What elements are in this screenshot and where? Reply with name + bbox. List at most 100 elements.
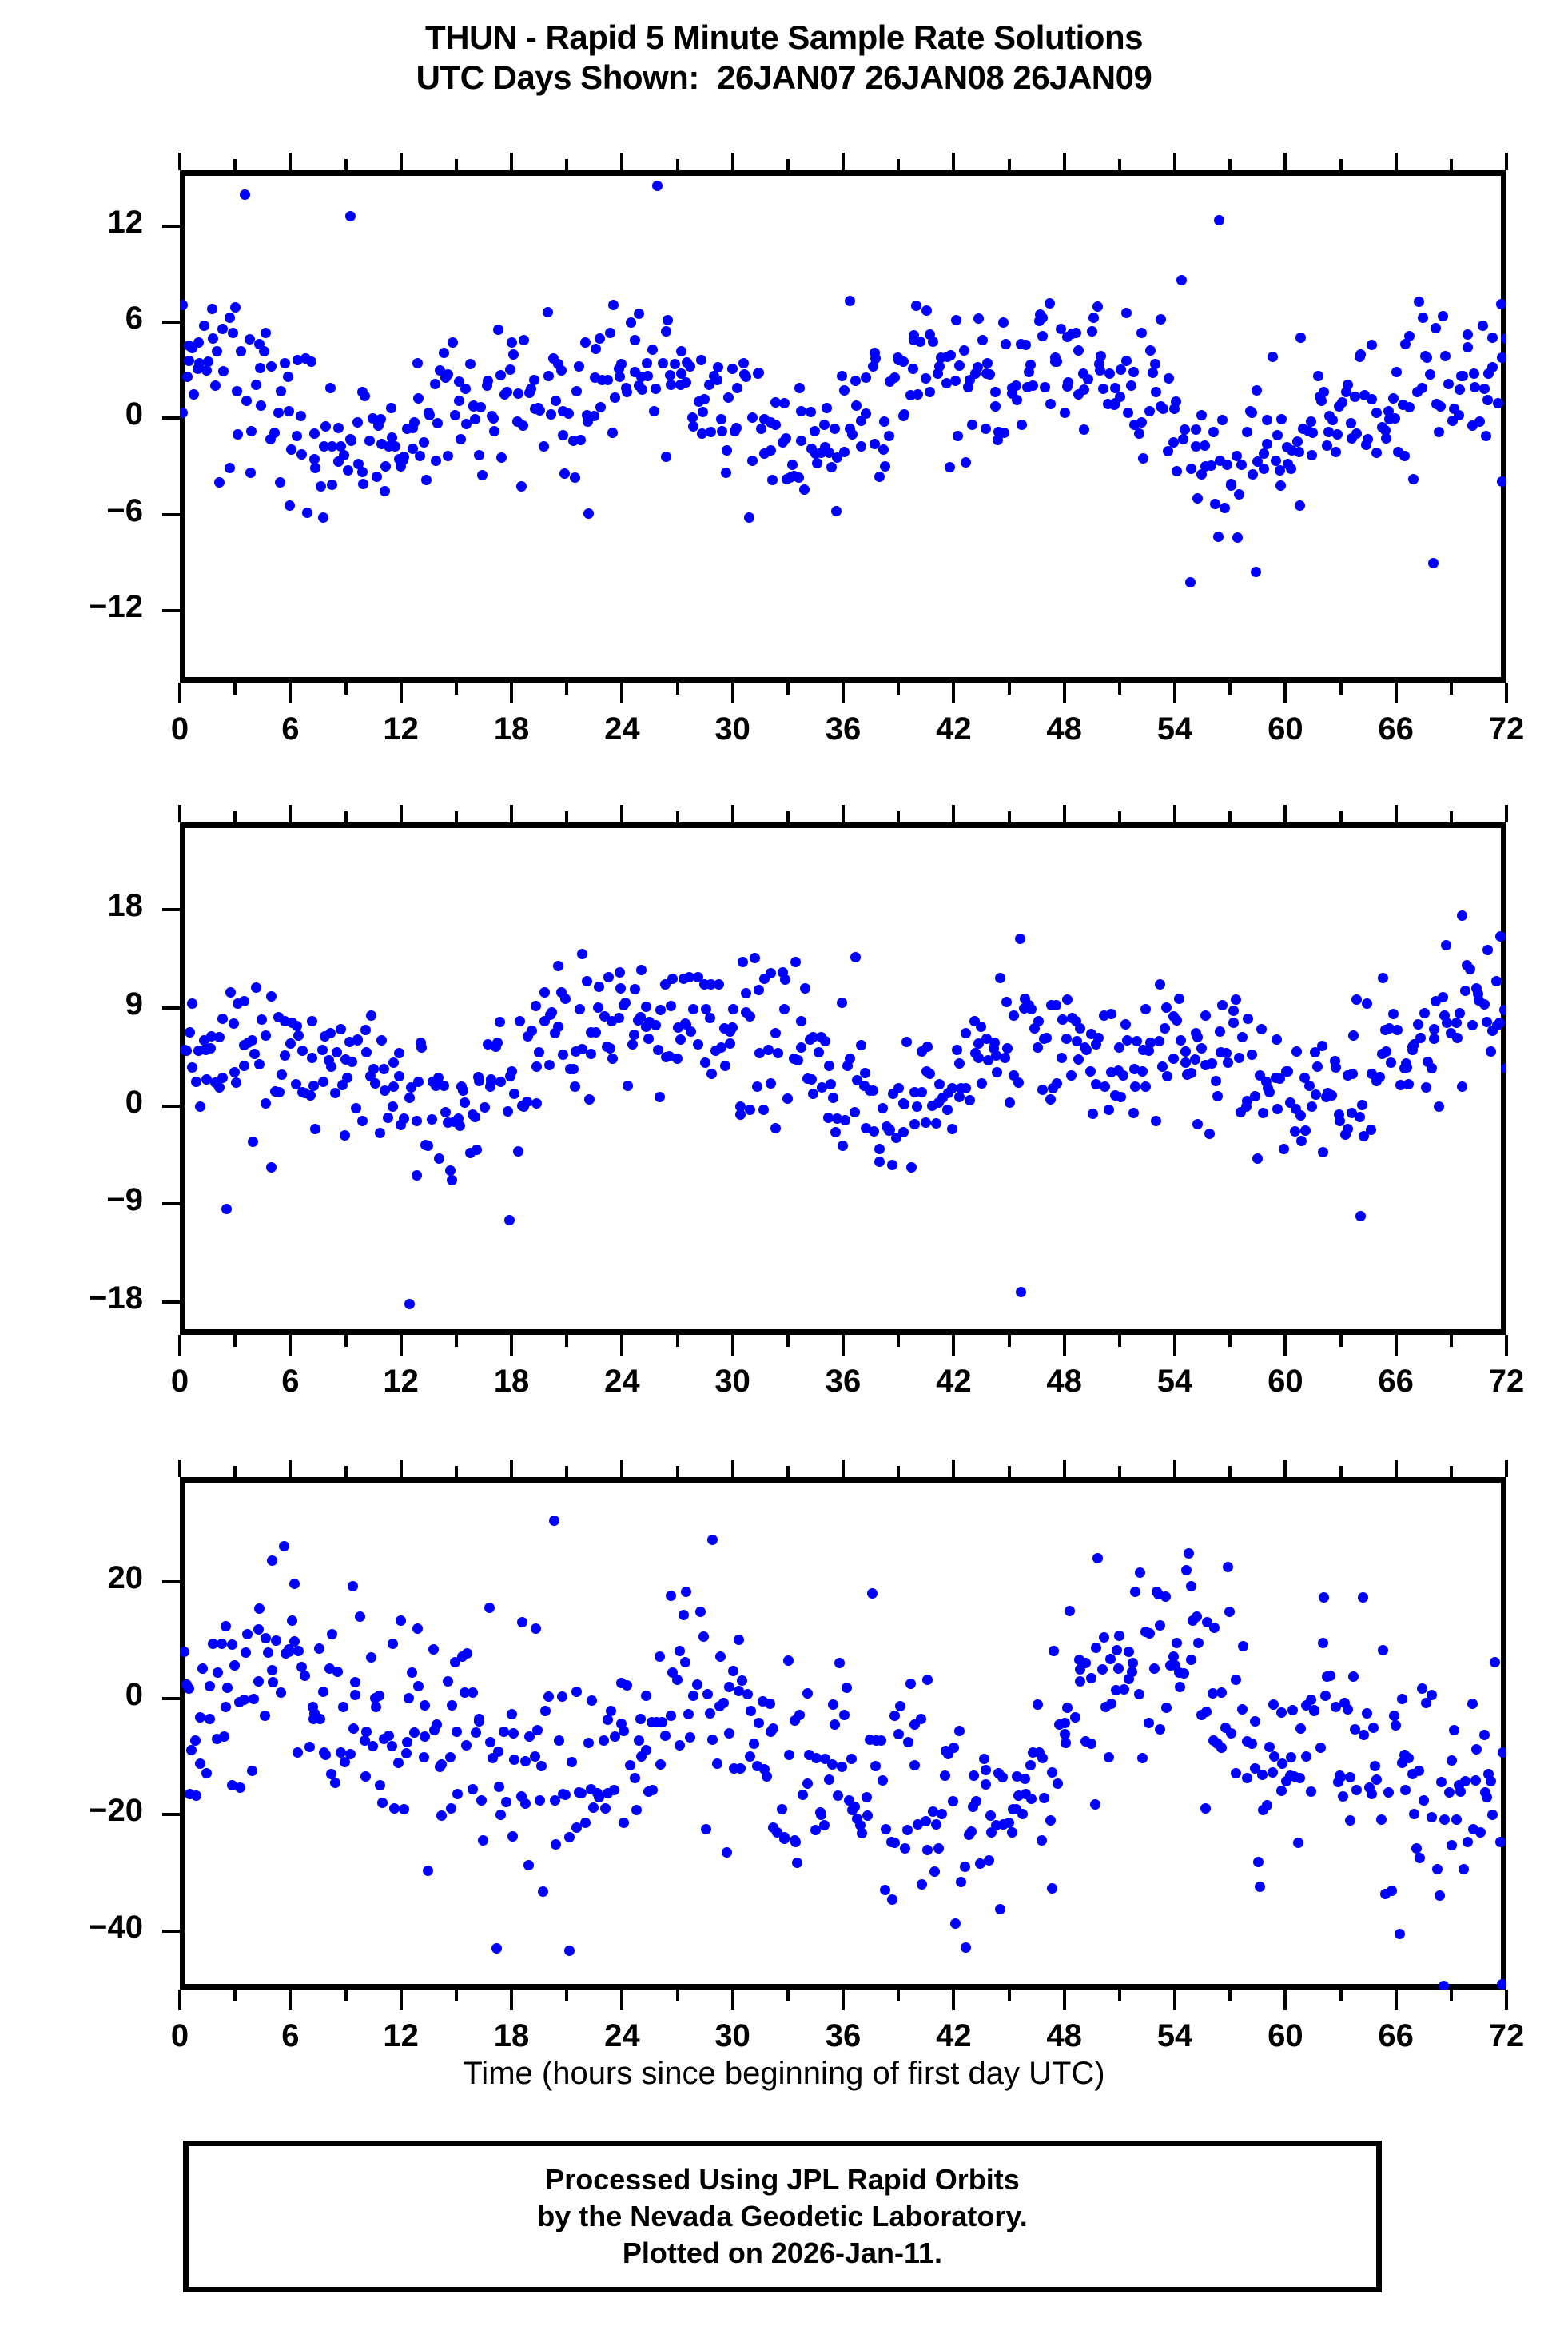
data-point bbox=[563, 1946, 575, 1957]
data-point bbox=[1468, 368, 1479, 380]
x-tick-label-north-7: 42 bbox=[936, 1364, 972, 1399]
data-point bbox=[1037, 1084, 1048, 1095]
data-point bbox=[214, 1031, 225, 1042]
data-point bbox=[1304, 1080, 1315, 1091]
x-tick-top-up-27 bbox=[675, 1466, 679, 1477]
data-point bbox=[880, 1884, 891, 1895]
data-point bbox=[1351, 1784, 1363, 1795]
data-point bbox=[1052, 356, 1063, 367]
data-point bbox=[429, 379, 440, 389]
data-point bbox=[408, 1727, 420, 1739]
data-point bbox=[292, 355, 303, 366]
data-point bbox=[981, 1779, 992, 1790]
data-point bbox=[376, 439, 387, 450]
x-tick-major-up-36 bbox=[842, 1990, 845, 2010]
data-point bbox=[734, 1101, 746, 1112]
data-point bbox=[920, 1816, 931, 1827]
x-tick-major-up-60 bbox=[1283, 1990, 1287, 2010]
data-point bbox=[461, 419, 472, 429]
data-point bbox=[861, 408, 872, 419]
data-point bbox=[248, 1137, 259, 1148]
data-point bbox=[1144, 406, 1155, 417]
data-point bbox=[1168, 436, 1179, 448]
data-point bbox=[238, 996, 249, 1007]
data-point bbox=[961, 1942, 972, 1953]
data-point bbox=[1001, 997, 1013, 1008]
data-point bbox=[818, 419, 830, 430]
data-point bbox=[247, 1034, 258, 1046]
data-point bbox=[523, 1731, 535, 1742]
data-point bbox=[201, 365, 212, 376]
x-tick-label-up-11: 66 bbox=[1378, 2018, 1414, 2053]
data-point bbox=[982, 357, 993, 368]
data-point bbox=[1364, 1782, 1375, 1793]
data-point bbox=[1295, 1135, 1307, 1146]
data-point bbox=[1208, 1687, 1219, 1699]
data-point bbox=[860, 372, 871, 384]
data-point bbox=[1299, 1072, 1311, 1083]
data-point bbox=[1404, 401, 1415, 412]
data-point bbox=[387, 1740, 398, 1751]
data-point bbox=[1016, 420, 1027, 431]
data-point bbox=[280, 358, 291, 369]
data-point bbox=[1289, 1125, 1300, 1137]
x-tick-label-up-4: 24 bbox=[604, 2018, 640, 2053]
x-tick-top-north-57 bbox=[1228, 811, 1232, 822]
data-point bbox=[452, 1113, 464, 1125]
data-point bbox=[586, 1695, 597, 1707]
data-point bbox=[1039, 381, 1050, 392]
data-point bbox=[1480, 431, 1491, 442]
y-tick-east-1 bbox=[162, 321, 180, 325]
data-point bbox=[218, 365, 229, 376]
data-point bbox=[186, 1745, 197, 1755]
data-point bbox=[1378, 972, 1389, 983]
data-point bbox=[1098, 1632, 1109, 1643]
y-tick-north-2 bbox=[162, 1104, 180, 1108]
data-point bbox=[1294, 500, 1305, 511]
data-point bbox=[850, 376, 862, 386]
x-tick-major-up-54 bbox=[1173, 1990, 1176, 2010]
data-point bbox=[1063, 376, 1074, 388]
data-point bbox=[696, 428, 707, 440]
data-point bbox=[1439, 1980, 1450, 1990]
data-point bbox=[942, 1104, 953, 1115]
data-point bbox=[393, 1758, 404, 1769]
data-point bbox=[230, 302, 241, 313]
data-point bbox=[421, 474, 432, 485]
data-point bbox=[1180, 1046, 1192, 1057]
data-point bbox=[583, 1737, 595, 1748]
data-point bbox=[705, 1707, 716, 1719]
data-point bbox=[1334, 1116, 1345, 1127]
data-point bbox=[1236, 1703, 1248, 1715]
x-tick-top-north-33 bbox=[786, 811, 790, 822]
data-point bbox=[870, 352, 881, 364]
x-tick-top-north-0 bbox=[178, 805, 181, 822]
data-point bbox=[352, 1035, 364, 1046]
data-point bbox=[885, 1125, 896, 1136]
data-point bbox=[660, 451, 671, 462]
x-tick-top-north-51 bbox=[1117, 811, 1121, 822]
data-point bbox=[351, 1103, 361, 1114]
data-point bbox=[1344, 1772, 1355, 1783]
data-point bbox=[266, 1664, 277, 1675]
data-point bbox=[1306, 1101, 1317, 1112]
data-point bbox=[999, 428, 1010, 439]
data-point bbox=[921, 305, 932, 316]
data-point bbox=[1236, 1032, 1248, 1043]
data-point bbox=[488, 413, 499, 424]
data-point bbox=[1494, 1017, 1505, 1028]
data-point bbox=[476, 470, 488, 481]
data-point bbox=[1099, 1081, 1110, 1092]
data-point bbox=[1347, 1030, 1359, 1042]
data-point bbox=[605, 1705, 616, 1716]
data-point bbox=[225, 987, 236, 998]
data-point bbox=[408, 417, 420, 428]
data-point bbox=[845, 295, 856, 306]
x-tick-label-north-6: 36 bbox=[825, 1364, 862, 1399]
chart-title-block: THUN - Rapid 5 Minute Sample Rate Soluti… bbox=[0, 18, 1568, 97]
data-point bbox=[867, 1588, 878, 1599]
data-point bbox=[905, 1679, 916, 1690]
data-point bbox=[1114, 1631, 1125, 1642]
x-tick-top-north-6 bbox=[289, 805, 293, 822]
data-point bbox=[1125, 380, 1136, 391]
